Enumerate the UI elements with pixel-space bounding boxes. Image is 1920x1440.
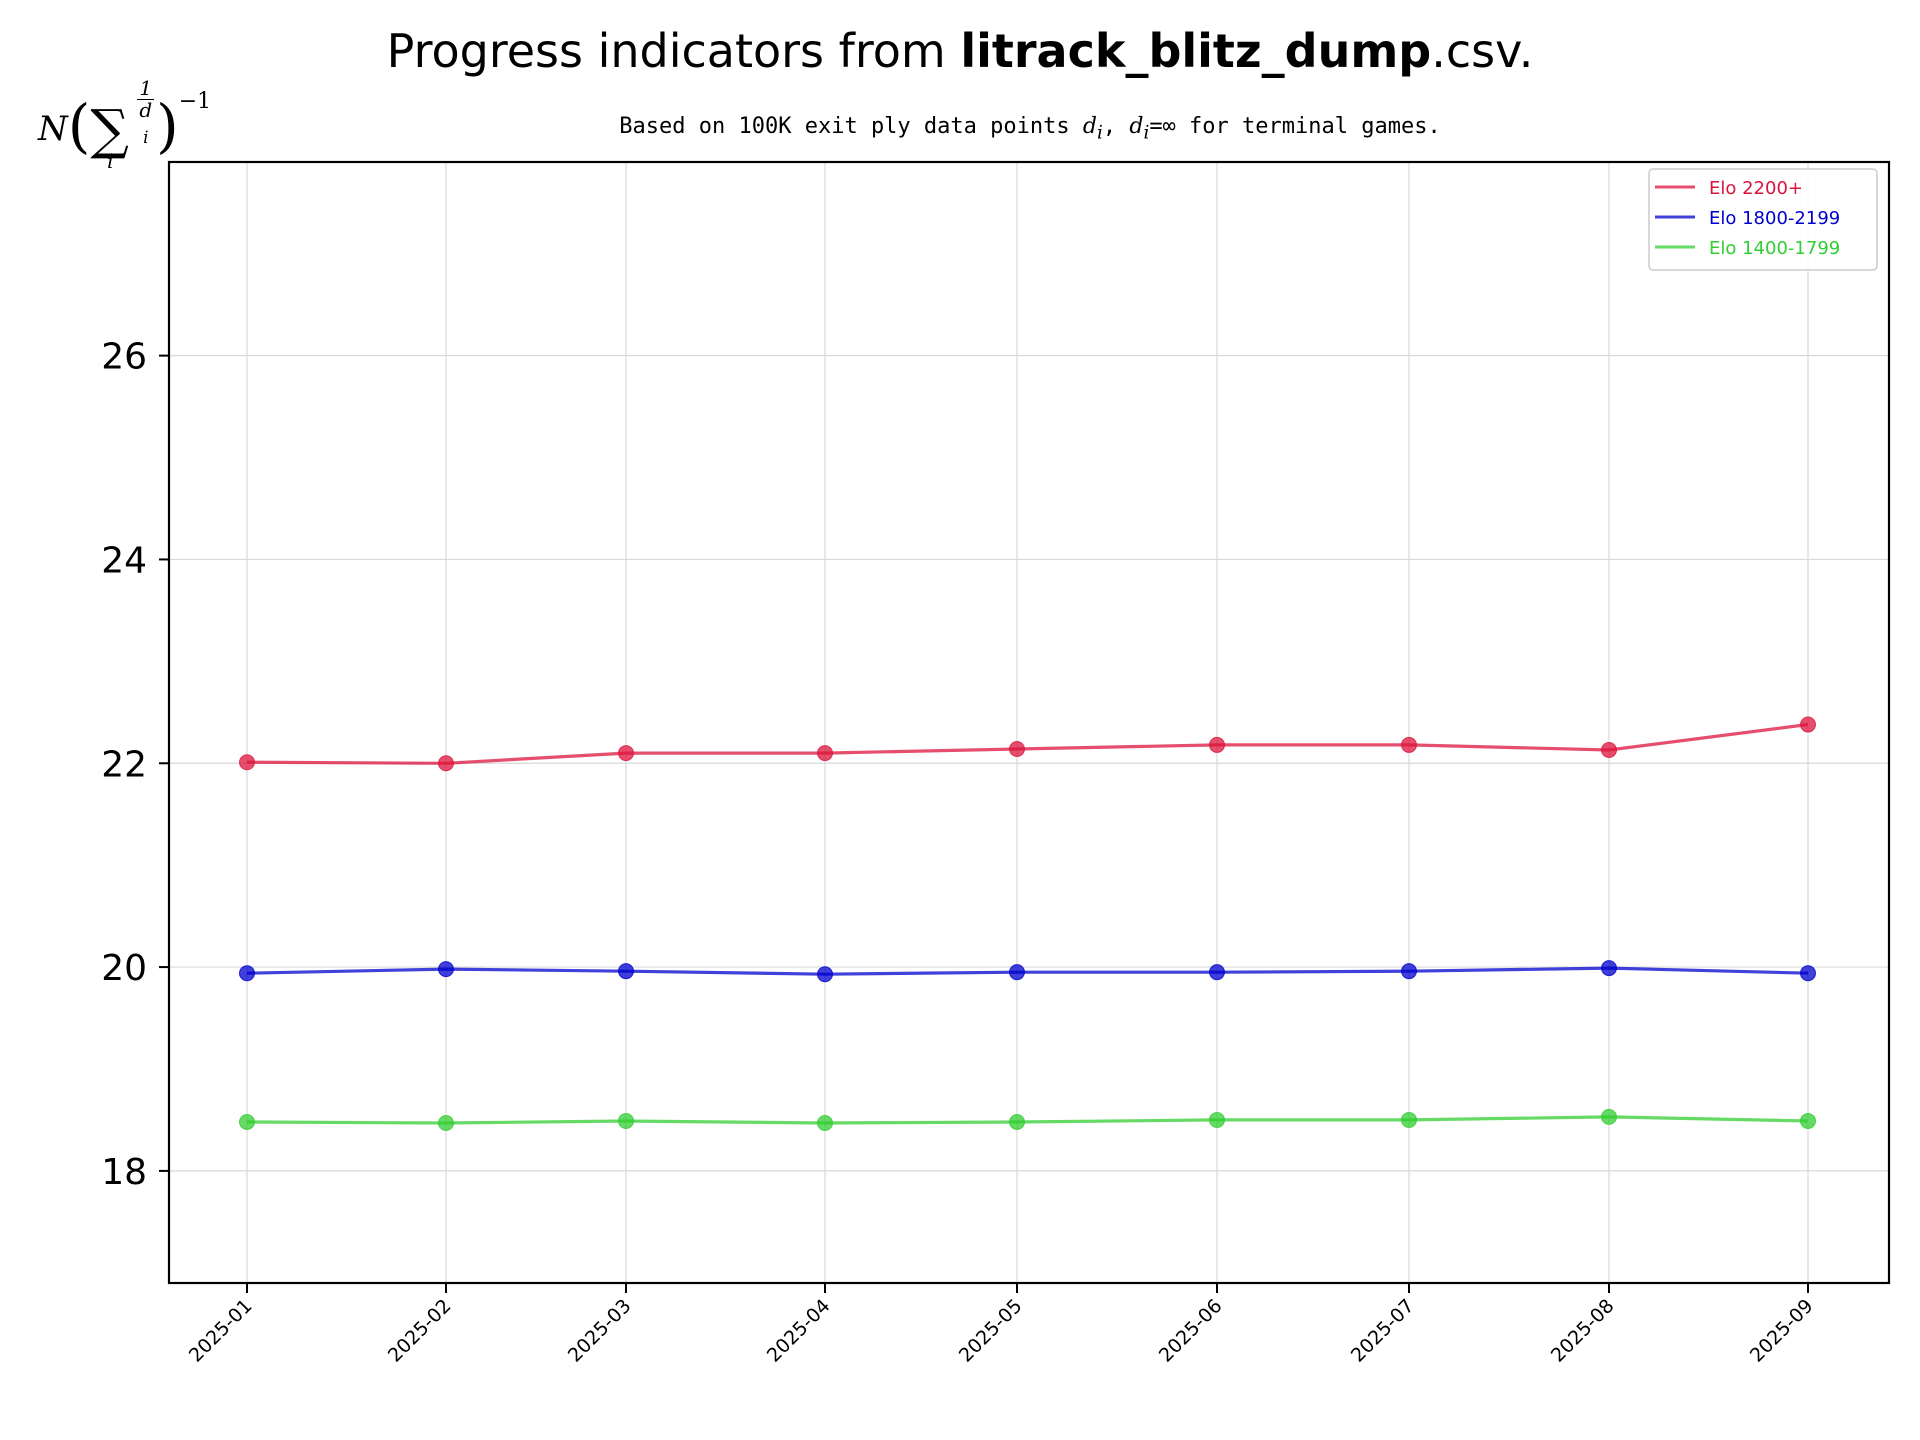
y-tick-label: 20 [101, 948, 147, 989]
data-point [817, 966, 833, 983]
series-line [246, 722, 1809, 765]
data-point [1009, 964, 1025, 981]
data-point [618, 745, 634, 762]
data-point [239, 1113, 255, 1130]
chart-subtitle: Based on 100K exit ply data points di, d… [619, 114, 1441, 144]
y-axis-label: N(∑i 1 d i)−1 [38, 76, 212, 173]
legend-label: Elo 1400-1799 [1709, 238, 1840, 259]
data-point [438, 755, 454, 772]
data-point [438, 961, 454, 978]
data-point [1209, 1111, 1225, 1128]
data-point [1601, 960, 1617, 977]
series-line [246, 966, 1809, 976]
data-point [1401, 1111, 1417, 1128]
grid [169, 162, 1889, 1283]
series-3 [239, 1108, 1816, 1132]
data-point [817, 1115, 833, 1132]
data-point [817, 745, 833, 762]
data-point [239, 965, 255, 982]
data-point [1601, 742, 1617, 759]
legend-label: Elo 2200+ [1709, 178, 1803, 199]
y-tick-label: 22 [101, 744, 147, 785]
data-point [1800, 716, 1816, 733]
y-tick-label: 26 [101, 337, 147, 378]
series-2 [239, 960, 1816, 983]
data-point [1009, 1113, 1025, 1130]
x-tick-label: 2025-05 [955, 1295, 1027, 1367]
data-point [1800, 965, 1816, 982]
legend-label: Elo 1800-2199 [1709, 208, 1840, 229]
data-point [618, 1112, 634, 1129]
x-tick-label: 2025-01 [185, 1295, 257, 1367]
x-tick-label: 2025-06 [1155, 1295, 1227, 1367]
legend-box [1648, 168, 1878, 271]
y-tick-label: 24 [101, 540, 147, 581]
legend: Elo 2200+ Elo 1800-2199 Elo 1400-1799 [1648, 168, 1878, 271]
data-point [1601, 1108, 1617, 1125]
x-tick-label: 2025-02 [384, 1295, 456, 1367]
series-1 [239, 716, 1816, 772]
y-tick-label: 18 [101, 1152, 147, 1193]
data-point [618, 963, 634, 980]
data-point [239, 754, 255, 771]
data-point [1209, 964, 1225, 981]
plot-frame [167, 160, 1891, 1285]
x-tick-label: 2025-09 [1746, 1295, 1818, 1367]
x-tick-label: 2025-07 [1347, 1295, 1419, 1367]
data-point [438, 1115, 454, 1132]
x-tick-label: 2025-04 [763, 1295, 835, 1367]
data-point [1800, 1112, 1816, 1129]
data-point [1009, 740, 1025, 757]
chart-title: Progress indicators from litrack_blitz_d… [386, 24, 1534, 78]
data-point [1401, 736, 1417, 753]
data-point [1401, 963, 1417, 980]
x-tick-label: 2025-03 [564, 1295, 636, 1367]
x-tick-label: 2025-08 [1547, 1295, 1619, 1367]
title-filename: litrack_blitz_dump [960, 24, 1432, 78]
series-line [246, 1115, 1809, 1125]
data-point [1209, 736, 1225, 753]
